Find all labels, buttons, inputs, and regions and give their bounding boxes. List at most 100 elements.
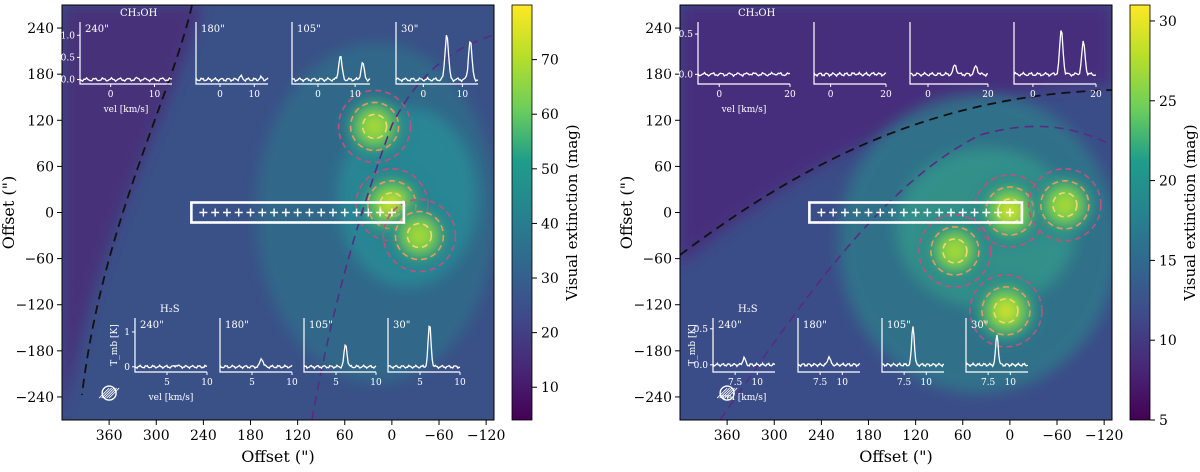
strip-marker [817, 208, 826, 217]
colorbar-tick-label: 5 [1159, 413, 1168, 429]
spectrum-panel: 0 20 [909, 22, 994, 100]
beam-hatch [106, 387, 117, 399]
spectrum-line [813, 71, 887, 78]
contour-ring [969, 274, 1043, 348]
molecule-label: CH₃OH [120, 8, 158, 19]
y-tick-label: −180 [16, 344, 54, 360]
beam-hatch [716, 387, 728, 399]
x-tick-label: 360 [714, 428, 741, 444]
contour-ring [930, 226, 980, 276]
x-tick-label: 120 [902, 428, 929, 444]
spectrum-axes [697, 22, 790, 85]
x-axis-label: Offset (") [241, 447, 315, 466]
beam-hatch [98, 387, 110, 399]
spectrum-axes [965, 318, 1028, 373]
beam-hatch [103, 387, 115, 399]
spectrum-axes [1013, 22, 1096, 85]
y-tick-label: 0 [663, 206, 672, 222]
contour-ring [406, 222, 433, 249]
colorbar-tick-label: 20 [1159, 174, 1177, 190]
contour-ring [361, 113, 388, 140]
offset-label: 105" [297, 24, 321, 35]
offset-label: 240" [140, 320, 164, 331]
inset-x-tick-label: 20 [784, 90, 796, 100]
contour-ring [1052, 192, 1078, 218]
offset-label: 105" [887, 320, 911, 331]
inset-y-tick-label: 0.5 [679, 30, 694, 40]
contour-ring [349, 101, 400, 152]
x-tick-label: −120 [1085, 428, 1123, 444]
offset-label: 240" [85, 24, 109, 35]
strip-marker [376, 208, 385, 217]
spectrum-axes [797, 318, 860, 373]
contour-ring [367, 180, 417, 230]
spectrum-line [797, 355, 861, 368]
x-tick-label: 180 [855, 428, 882, 444]
inset-top-ch3oh: CH₃OH 0.5 0.0T_mb [K] vel [km/s] 0 20 0 20 0 20 0 2… [667, 8, 1102, 115]
y-tick-label: −240 [16, 390, 54, 406]
spectrum-line [965, 334, 1029, 368]
y-tick-label: −120 [634, 298, 672, 314]
spectrum-panel: 180" 7.5 10 [797, 318, 861, 388]
contour-ring [1028, 168, 1102, 242]
peak-layer [942, 238, 968, 264]
colorbar-label: Visual extinction (mag) [1181, 124, 1199, 301]
panel-right: 360 300 240 180 120 60 0 −60 −120240180120600−60… [617, 4, 1199, 466]
inset-y-tick-label: 1.0 [61, 31, 76, 41]
spectrum-axes [712, 318, 775, 373]
spectrum-panel: 180" 0 10 [195, 22, 269, 100]
colorbar-tick-label: 10 [541, 380, 559, 396]
inset-x-tick-label: 0 [108, 90, 114, 100]
strip-marker [211, 208, 220, 217]
inset-y-label: T_mb [K] [667, 32, 677, 73]
strip-marker [829, 208, 838, 217]
strip-marker [258, 208, 267, 217]
contour-purple [311, 34, 494, 420]
extinction-peak [1028, 168, 1102, 242]
beam-hatch [721, 387, 733, 399]
y-tick-label: −240 [634, 390, 672, 406]
inset-x-tick-label: 10 [457, 90, 469, 100]
inset-x-tick-label: 0 [315, 90, 321, 100]
x-tick-label: −60 [1042, 428, 1072, 444]
colorbar-gradient [511, 4, 533, 421]
spectrum-panel: 0 20 [813, 22, 892, 100]
peak-layer [361, 113, 388, 140]
x-tick-label: 240 [808, 428, 835, 444]
spectrum-line [195, 73, 269, 83]
strip-marker [970, 208, 979, 217]
spectrum-axes [219, 318, 292, 373]
contour-dark [81, 5, 193, 396]
spectrum-line [79, 76, 172, 83]
strip-positions [190, 201, 406, 224]
x-tick-label: −60 [424, 428, 454, 444]
ticks: 360 300 240 180 120 60 0 −60 −120 240 180 120 60 0 −60… [634, 21, 1124, 444]
inset-x-tick-label: 10 [149, 90, 161, 100]
y-tick-label: −120 [16, 298, 54, 314]
colorbar-tick-label: 25 [1159, 94, 1177, 110]
strip-marker [888, 208, 897, 217]
spectrum-panel: 105" 0 10 [291, 22, 371, 100]
y-tick-label: 120 [27, 113, 54, 129]
spectrum-line [291, 55, 371, 83]
contour-ring [981, 286, 1031, 336]
spectrum-axes [909, 22, 988, 85]
strip-marker [352, 208, 361, 217]
contour-ring [337, 89, 412, 164]
y-tick-label: −60 [24, 252, 54, 268]
x-tick-label: 60 [954, 428, 972, 444]
y-tick-label: −180 [634, 344, 672, 360]
spectrum-axes [79, 22, 172, 85]
spectrum-panel: 0 20 [1013, 22, 1102, 100]
panel-left: 360 300 240 180 120 60 0 −60 −120240180120600−60… [0, 4, 581, 466]
peak-layer [999, 303, 1013, 318]
spectrum-line [881, 326, 944, 368]
spectrum-line [712, 355, 776, 368]
offset-label: 30" [971, 320, 988, 331]
strip-marker [387, 208, 396, 217]
molecule-label: H₂S [160, 304, 180, 315]
colorbar-tick-label: 20 [541, 326, 559, 342]
beam-circle [719, 385, 735, 401]
